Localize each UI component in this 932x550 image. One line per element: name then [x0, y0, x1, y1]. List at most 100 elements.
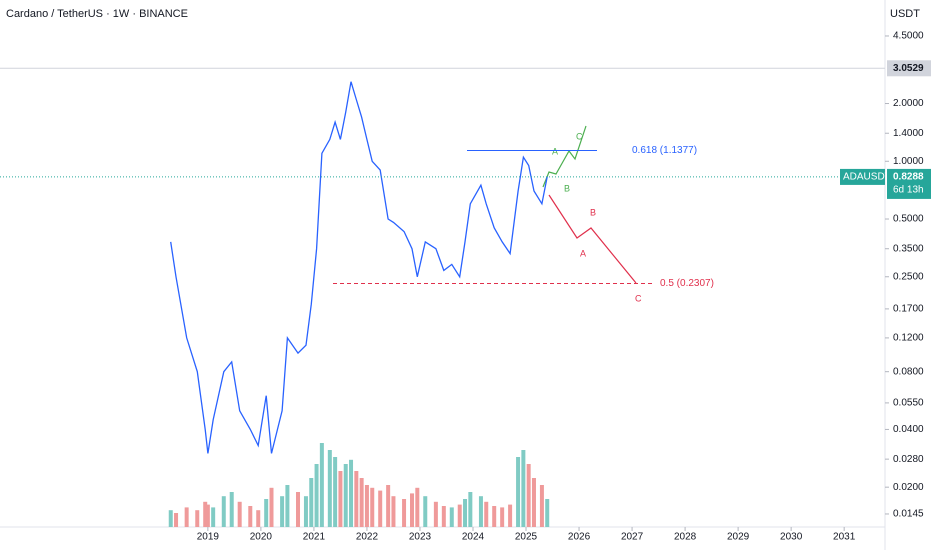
volume-bar [378, 490, 383, 527]
volume-bar [264, 499, 269, 527]
volume-bar [364, 485, 369, 527]
volume-bar [203, 501, 208, 527]
volume-bar [433, 501, 438, 527]
volume-bar [526, 464, 531, 527]
symbol-tag-label: ADAUSDT [843, 172, 891, 183]
wave-label: A [580, 248, 586, 258]
x-tick-label: 2025 [515, 532, 538, 543]
volume-bar [211, 507, 216, 527]
price-tag [887, 168, 931, 199]
volume-bar [391, 496, 396, 527]
volume-bar [531, 478, 536, 527]
volume-bar [314, 464, 319, 527]
x-tick-label: 2028 [674, 532, 697, 543]
wave-label: C [635, 293, 642, 303]
volume-bar [478, 496, 483, 527]
wave-path [542, 125, 587, 188]
volume-bar [492, 506, 497, 527]
chart-title: Cardano / TetherUS · 1W · BINANCE [6, 8, 188, 20]
x-tick-label: 2020 [250, 532, 273, 543]
x-tick-label: 2022 [356, 532, 379, 543]
volume-bar [449, 507, 454, 527]
y-tick-label: 0.0145 [893, 509, 924, 520]
fib-label: 0.618 (1.1377) [632, 145, 697, 156]
x-tick-label: 2023 [409, 532, 432, 543]
volume-bar [319, 443, 324, 527]
volume-bar [303, 496, 308, 527]
symbol-tag [840, 168, 885, 185]
volume-bar [221, 496, 226, 527]
volume-bar [521, 450, 526, 527]
volume-bar [370, 487, 375, 527]
volume-bar [333, 457, 338, 527]
volume-bar [280, 496, 285, 527]
volume-bar [256, 510, 261, 527]
y-tick-label: 4.5000 [893, 31, 924, 42]
y-tick-label: 0.0550 [893, 398, 924, 409]
wave-label: A [552, 146, 558, 156]
y-tick-label: 0.1200 [893, 333, 924, 344]
price-tag-label: 0.8288 [893, 172, 924, 183]
x-tick-label: 2019 [197, 532, 220, 543]
price-line [170, 81, 548, 454]
volume-bar [508, 504, 513, 527]
x-tick-label: 2029 [727, 532, 750, 543]
volume-bar [349, 459, 354, 527]
volume-bar [184, 507, 189, 527]
price-tag-label: 3.0529 [893, 63, 924, 74]
volume-bar [343, 464, 348, 527]
volume-bar [296, 492, 301, 527]
volume-bar [168, 510, 173, 527]
volume-bar [402, 499, 407, 527]
currency: USDT [890, 8, 920, 20]
wave-label: B [564, 183, 570, 193]
y-tick-label: 0.3500 [893, 243, 924, 254]
volume-bar [457, 504, 462, 527]
volume-bar [545, 499, 550, 527]
volume-bar [338, 471, 343, 527]
volume-bar [205, 504, 210, 527]
y-tick-label: 0.0280 [893, 454, 924, 465]
volume-bar [441, 506, 446, 527]
y-tick-label: 0.0800 [893, 366, 924, 377]
y-tick-label: 0.0400 [893, 424, 924, 435]
volume-bar [516, 457, 521, 527]
volume-bar [237, 501, 242, 527]
volume-bar [410, 493, 415, 527]
y-tick-label: 0.2500 [893, 271, 924, 282]
y-tick-label: 0.1700 [893, 304, 924, 315]
y-tick-label: 2.0000 [893, 98, 924, 109]
volume-bar [354, 471, 359, 527]
x-tick-label: 2021 [303, 532, 326, 543]
y-tick-label: 0.5000 [893, 214, 924, 225]
x-tick-label: 2030 [780, 532, 803, 543]
wave-path [548, 194, 637, 284]
volume-bar [468, 492, 473, 527]
y-tick-label: 1.0000 [893, 156, 924, 167]
x-tick-label: 2027 [621, 532, 644, 543]
volume-bar [269, 487, 274, 527]
wave-label: C [576, 131, 583, 141]
x-tick-label: 2026 [568, 532, 591, 543]
y-tick-label: 0.0200 [893, 482, 924, 493]
wave-label: B [590, 207, 596, 217]
volume-bar [285, 485, 290, 527]
fib-label: 0.5 (0.2307) [660, 278, 714, 289]
volume-bar [539, 485, 544, 527]
volume-bar [327, 450, 332, 527]
price-tag [887, 60, 931, 77]
volume-bar [359, 478, 364, 527]
volume-bar [229, 492, 234, 527]
x-tick-label: 2024 [462, 532, 485, 543]
volume-bar [195, 510, 200, 527]
y-tick-label: 1.4000 [893, 128, 924, 139]
countdown: 6d 13h [893, 185, 924, 196]
volume-bar [386, 485, 391, 527]
volume-bar [248, 506, 253, 527]
volume-bar [484, 501, 489, 527]
volume-bar [309, 478, 314, 527]
volume-bar [174, 513, 179, 527]
volume-bar [500, 507, 505, 527]
volume-bar [415, 487, 420, 527]
